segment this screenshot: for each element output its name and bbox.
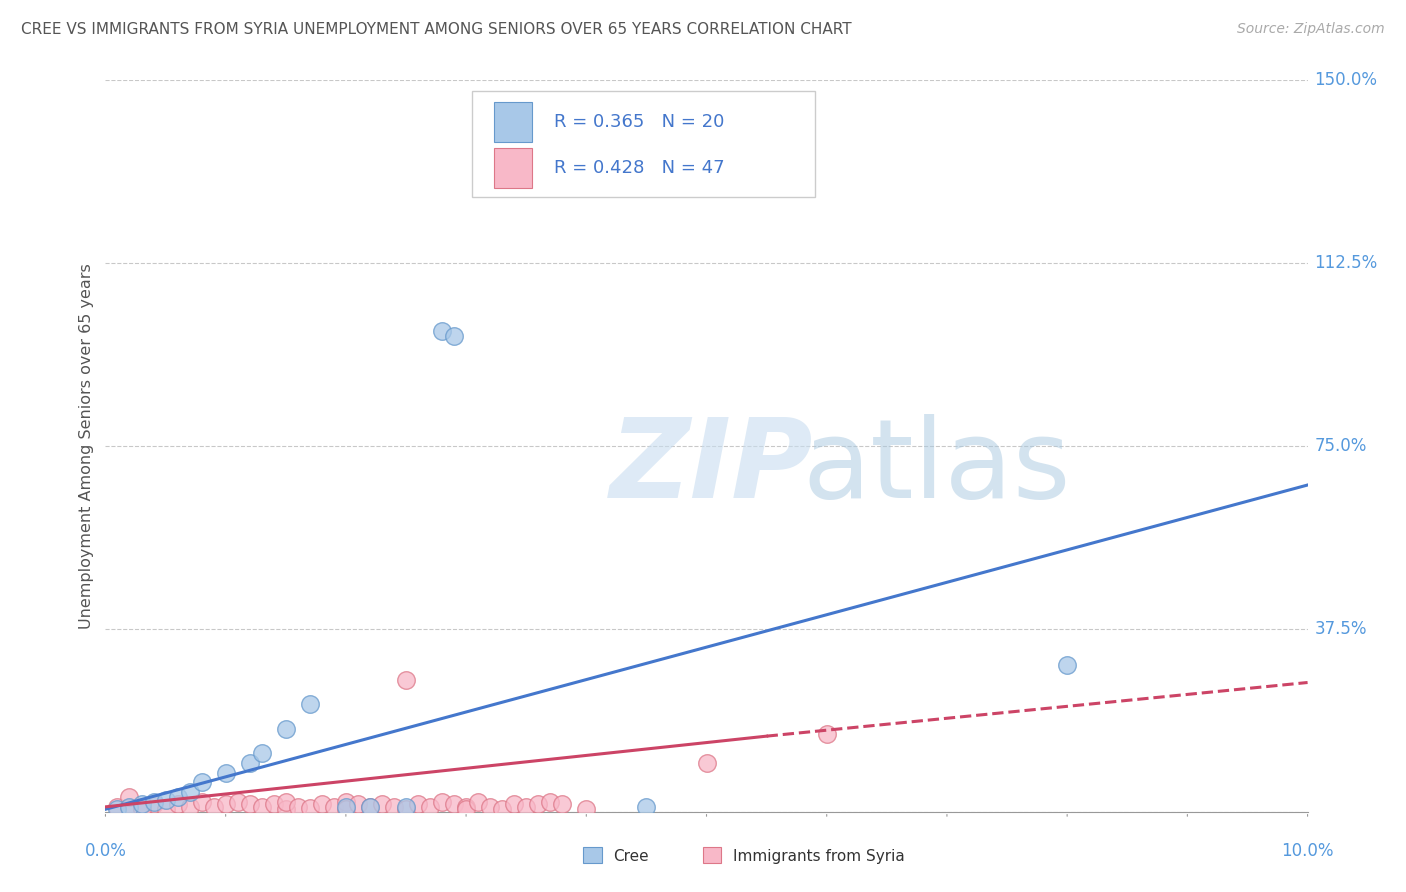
- Point: [131, 800, 153, 814]
- Text: 150.0%: 150.0%: [1315, 71, 1378, 89]
- Point: [503, 797, 526, 812]
- Point: [298, 698, 321, 712]
- Point: [131, 802, 153, 816]
- Point: [371, 797, 394, 812]
- Point: [179, 800, 201, 814]
- Point: [515, 800, 537, 814]
- Point: [443, 797, 465, 812]
- Point: [359, 800, 381, 814]
- Point: [335, 800, 357, 814]
- Point: [479, 800, 502, 814]
- Point: [274, 722, 297, 736]
- Point: [107, 800, 129, 814]
- Point: [454, 800, 477, 814]
- Point: [142, 795, 165, 809]
- Point: [467, 795, 489, 809]
- Bar: [494, 102, 533, 142]
- Text: CREE VS IMMIGRANTS FROM SYRIA UNEMPLOYMENT AMONG SENIORS OVER 65 YEARS CORRELATI: CREE VS IMMIGRANTS FROM SYRIA UNEMPLOYME…: [21, 22, 852, 37]
- Point: [250, 746, 273, 760]
- Text: R = 0.428   N = 47: R = 0.428 N = 47: [554, 159, 724, 177]
- Point: [142, 797, 165, 812]
- Point: [636, 800, 658, 814]
- Point: [298, 801, 321, 815]
- Text: 75.0%: 75.0%: [1315, 437, 1367, 455]
- Text: atlas: atlas: [803, 415, 1071, 522]
- Point: [335, 795, 357, 809]
- Point: [815, 727, 838, 741]
- Y-axis label: Unemployment Among Seniors over 65 years: Unemployment Among Seniors over 65 years: [79, 263, 94, 629]
- Point: [274, 795, 297, 809]
- Point: [322, 800, 344, 814]
- Text: 112.5%: 112.5%: [1315, 254, 1378, 272]
- Text: 37.5%: 37.5%: [1315, 620, 1367, 638]
- Point: [250, 800, 273, 814]
- Point: [155, 802, 177, 816]
- Point: [190, 795, 212, 809]
- Point: [239, 797, 262, 812]
- Point: [359, 800, 381, 814]
- Point: [430, 795, 453, 809]
- FancyBboxPatch shape: [472, 91, 814, 197]
- Point: [430, 325, 453, 339]
- Point: [527, 797, 550, 812]
- Point: [395, 800, 418, 814]
- Point: [395, 802, 418, 816]
- Point: [347, 797, 370, 812]
- Text: Source: ZipAtlas.com: Source: ZipAtlas.com: [1237, 22, 1385, 37]
- Text: 10.0%: 10.0%: [1281, 842, 1334, 860]
- Point: [190, 775, 212, 789]
- Point: [155, 792, 177, 806]
- Point: [214, 765, 236, 780]
- Bar: [494, 148, 533, 188]
- Point: [166, 797, 188, 812]
- Point: [696, 756, 718, 770]
- Point: [179, 785, 201, 799]
- Point: [335, 802, 357, 816]
- Point: [406, 797, 429, 812]
- Point: [274, 802, 297, 816]
- Point: [454, 802, 477, 816]
- Text: Cree: Cree: [613, 849, 648, 863]
- Point: [382, 800, 405, 814]
- Point: [131, 797, 153, 812]
- Text: Immigrants from Syria: Immigrants from Syria: [733, 849, 904, 863]
- Point: [263, 797, 285, 812]
- Point: [287, 800, 309, 814]
- Point: [239, 756, 262, 770]
- Point: [118, 801, 141, 815]
- Point: [202, 800, 225, 814]
- Point: [1056, 658, 1078, 673]
- Point: [551, 797, 574, 812]
- Point: [214, 797, 236, 812]
- Text: R = 0.365   N = 20: R = 0.365 N = 20: [554, 113, 724, 131]
- Point: [107, 802, 129, 816]
- Point: [419, 800, 441, 814]
- Point: [311, 797, 333, 812]
- Point: [395, 673, 418, 687]
- Point: [118, 790, 141, 805]
- Point: [443, 329, 465, 343]
- Point: [575, 802, 598, 816]
- Text: ZIP: ZIP: [610, 415, 814, 522]
- Point: [226, 795, 249, 809]
- Point: [118, 800, 141, 814]
- Text: 0.0%: 0.0%: [84, 842, 127, 860]
- Point: [166, 790, 188, 805]
- Point: [491, 802, 513, 816]
- Point: [538, 795, 561, 809]
